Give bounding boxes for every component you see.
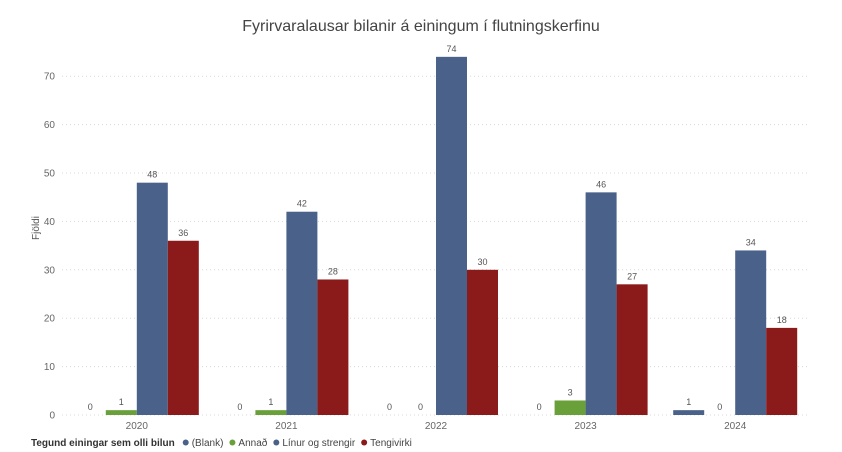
data-label: 0	[387, 402, 392, 412]
bar	[255, 410, 287, 415]
data-label: 30	[477, 257, 487, 267]
data-label: 0	[418, 402, 423, 412]
bar	[467, 269, 498, 415]
bar	[735, 250, 767, 415]
bar	[317, 279, 349, 415]
legend-items: (Blank) Annað Línur og strengir Tengivirki	[182, 437, 412, 449]
data-label: 0	[237, 402, 242, 412]
data-label: 0	[717, 402, 722, 412]
legend-entry: Annað	[238, 437, 267, 449]
data-label: 34	[746, 237, 756, 247]
chart-title: Fyrirvaralausar bilanir á einingum í flu…	[242, 18, 600, 35]
y-tick-label: 70	[44, 72, 56, 83]
data-label: 3	[568, 387, 573, 397]
data-label: 48	[147, 170, 157, 180]
bars	[105, 56, 798, 416]
bar	[673, 410, 705, 415]
data-label: 1	[686, 397, 691, 407]
bar	[585, 192, 617, 415]
data-label: 0	[88, 402, 93, 412]
y-tick-label: 50	[44, 169, 56, 180]
bar	[554, 400, 586, 415]
legend-entry: Tengivirki	[370, 438, 412, 449]
y-tick-label: 20	[44, 314, 56, 325]
x-axis-ticks: 2020 2021 2022 2023 2024	[126, 421, 747, 432]
y-axis-ticks: 0 10 20 30 40 50 60 70	[44, 72, 56, 422]
y-axis-label: Fjöldi	[31, 216, 42, 240]
bar	[766, 327, 798, 415]
data-label: 27	[627, 271, 637, 281]
data-label: 74	[446, 44, 456, 54]
data-label: 46	[596, 179, 606, 189]
data-label: 0	[537, 402, 542, 412]
data-label: 36	[178, 228, 188, 238]
legend-marker	[361, 439, 368, 446]
bar	[167, 240, 199, 415]
x-tick-label: 2022	[425, 421, 448, 432]
y-tick-label: 30	[44, 265, 56, 276]
data-label: 1	[119, 397, 124, 407]
data-label: 42	[297, 199, 307, 209]
y-tick-label: 10	[44, 362, 56, 373]
bar	[105, 410, 137, 415]
legend-marker	[182, 439, 189, 446]
legend-entry: (Blank)	[192, 438, 224, 449]
legend-title: Tegund einingar sem olli bilun	[31, 438, 175, 449]
y-tick-label: 40	[44, 217, 56, 228]
legend-marker	[229, 439, 236, 446]
legend-entry: Línur og strengir	[282, 438, 355, 449]
data-label: 18	[777, 315, 787, 325]
data-label: 28	[328, 266, 338, 276]
data-labels: 0 1 48 36 0 1 42 28 0 0 74 30 0 3 46 27 1 0 34 18	[88, 44, 787, 412]
x-tick-label: 2021	[275, 421, 298, 432]
bar	[286, 211, 318, 415]
y-tick-label: 0	[49, 411, 55, 422]
data-label: 1	[268, 397, 273, 407]
legend: Tegund einingar sem olli bilun (Blank) An…	[31, 437, 412, 449]
legend-marker	[273, 439, 280, 446]
bar	[616, 284, 648, 415]
y-tick-label: 60	[44, 120, 56, 131]
x-tick-label: 2020	[126, 421, 149, 432]
x-tick-label: 2023	[574, 421, 597, 432]
bar	[136, 182, 168, 415]
x-tick-label: 2024	[724, 421, 747, 432]
bar	[436, 56, 467, 416]
